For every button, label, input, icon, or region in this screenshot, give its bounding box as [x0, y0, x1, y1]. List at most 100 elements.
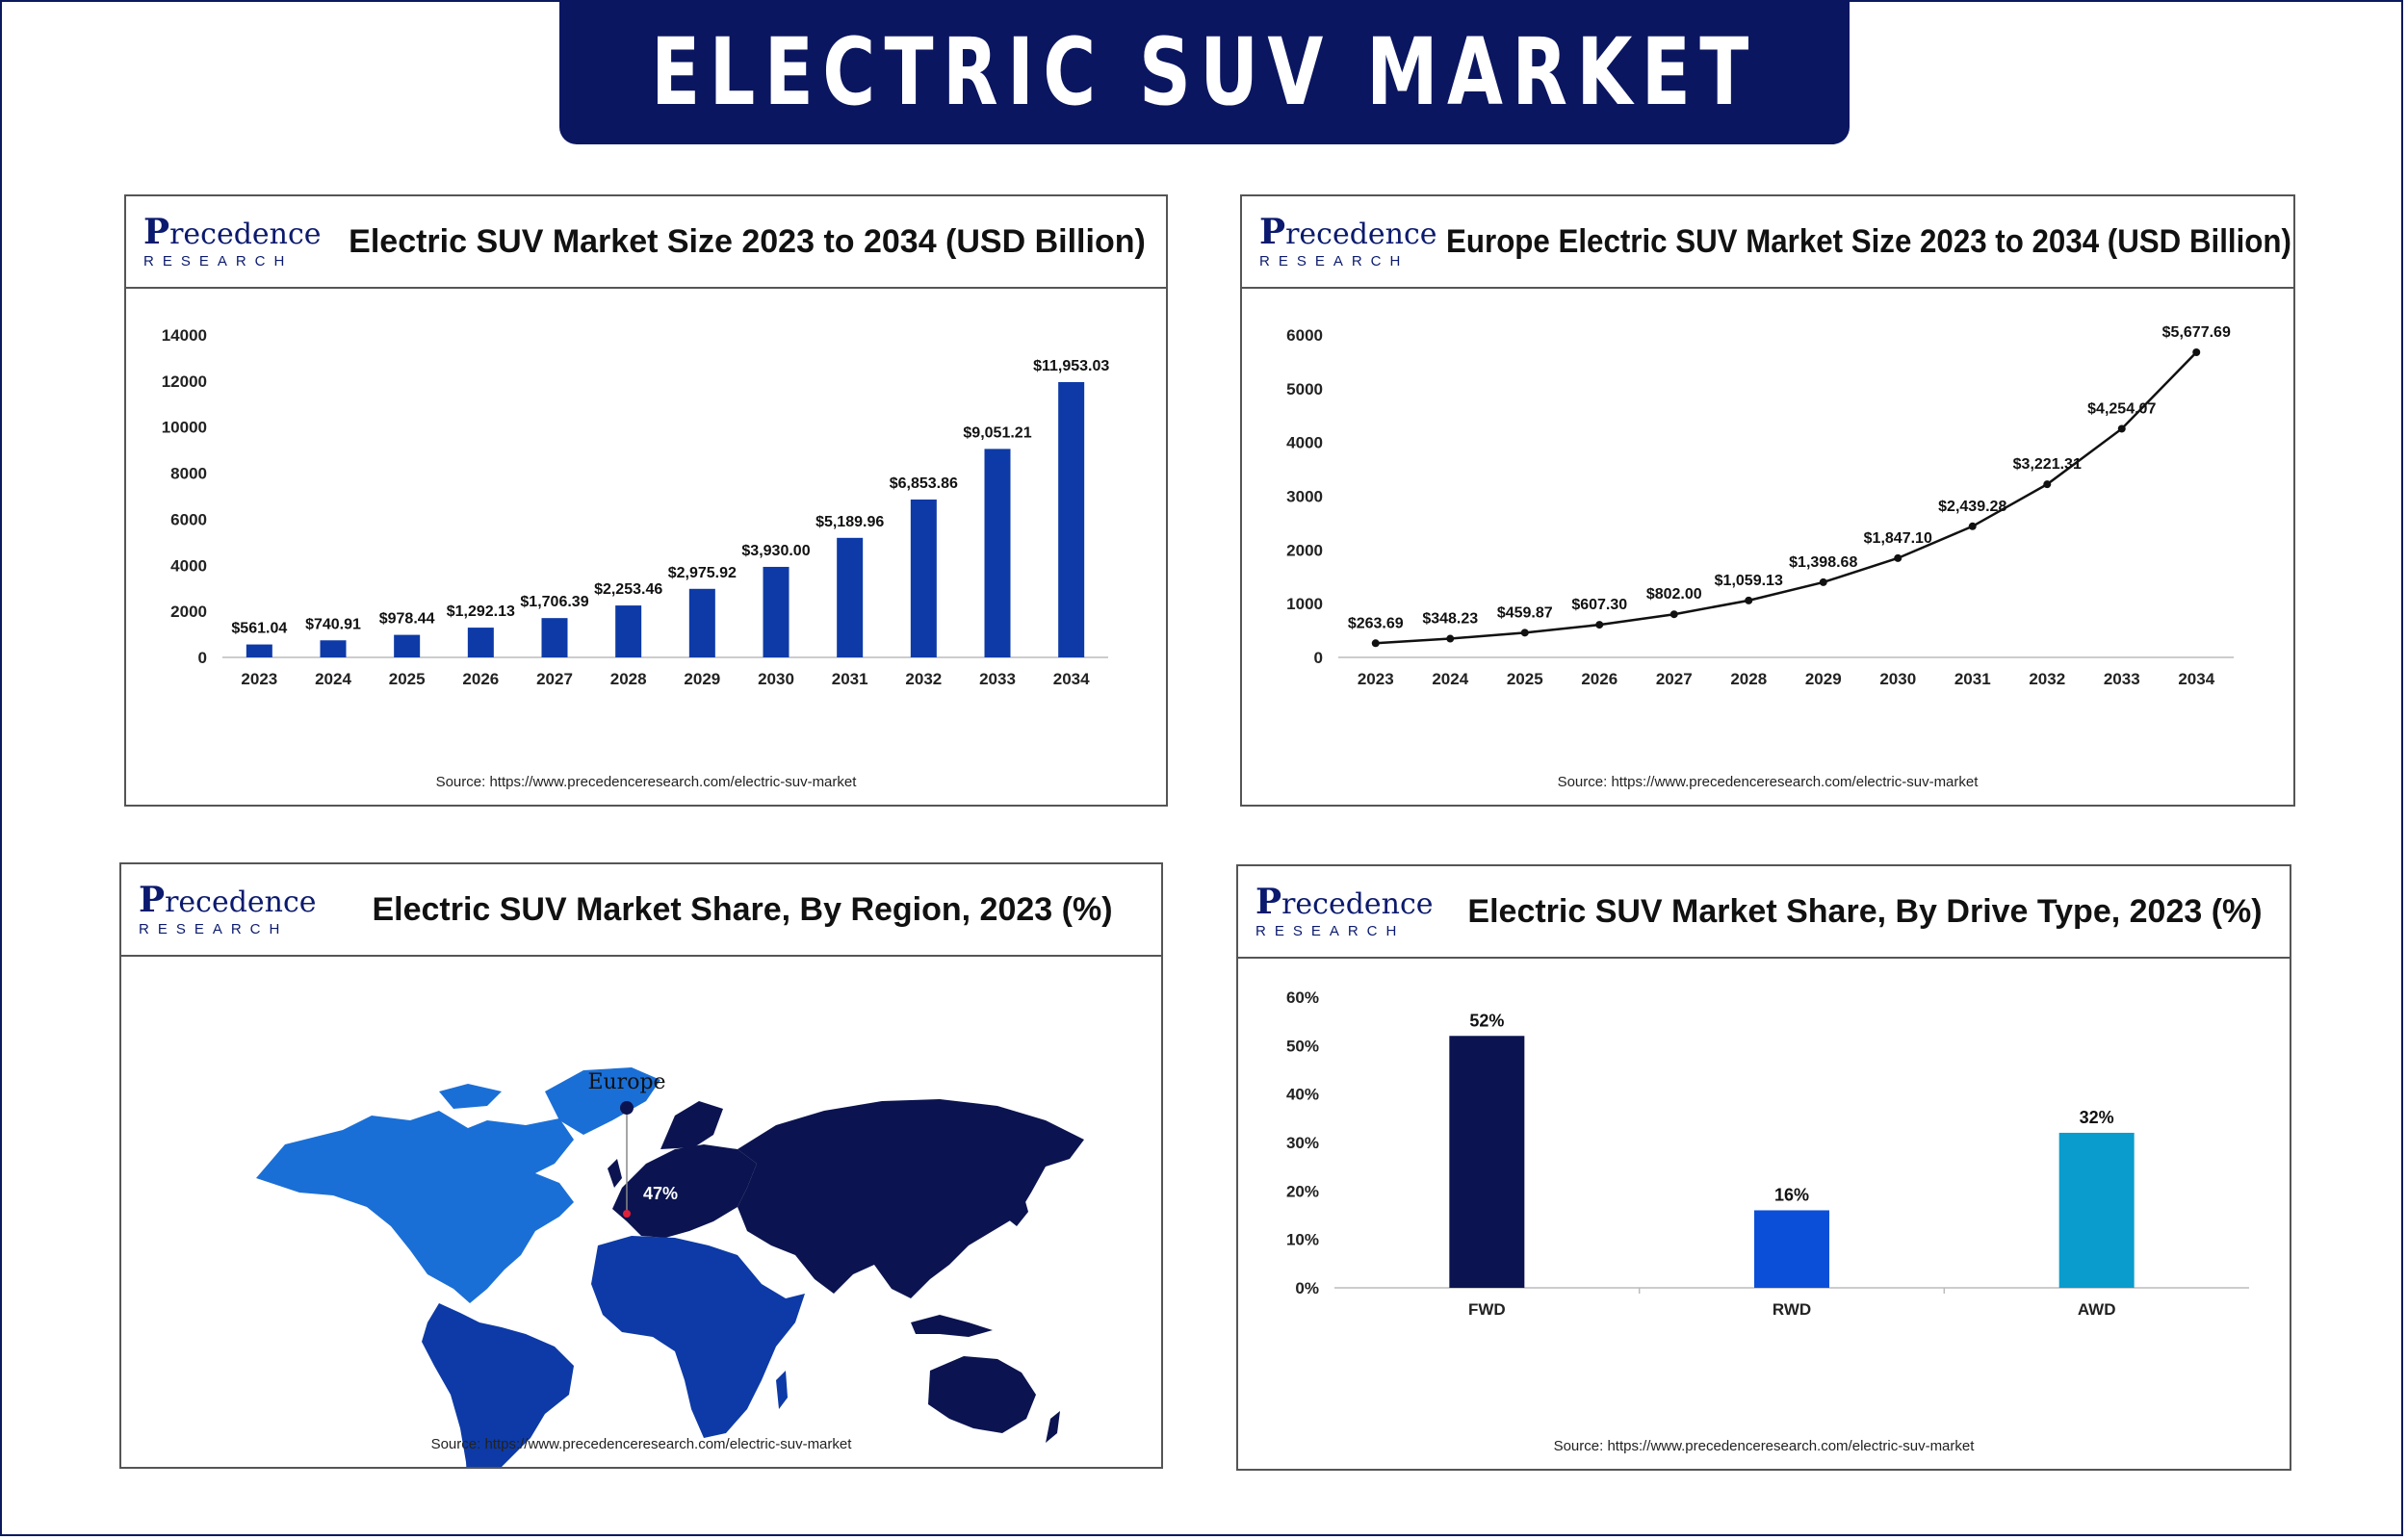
x-tick-label: 2026 — [1581, 670, 1618, 688]
bar — [984, 449, 1011, 657]
europe-market-size-panel: Precedence RESEARCH Europe Electric SUV … — [1240, 194, 2295, 807]
y-tick-label: 4000 — [170, 556, 207, 575]
bar — [837, 537, 864, 657]
x-tick-label: 2033 — [979, 670, 1016, 688]
asia-region — [738, 1099, 1084, 1298]
series-line — [1375, 351, 2198, 645]
market-size-panel: Precedence RESEARCH Electric SUV Market … — [124, 194, 1168, 807]
precedence-logo: Precedence RESEARCH — [1255, 882, 1434, 939]
x-tick-label: 2027 — [1656, 670, 1693, 688]
europe-pointer-dot — [620, 1101, 634, 1115]
main-title-banner: ELECTRIC SUV MARKET — [559, 0, 1850, 144]
y-tick-label: 0% — [1295, 1279, 1319, 1297]
bar — [320, 640, 347, 657]
data-point — [1520, 629, 1529, 637]
europe-location-dot — [623, 1210, 631, 1218]
data-label: $11,953.03 — [1033, 358, 1109, 374]
market-size-bar-chart: 0 2000 4000 6000 8000 10000 12000 14000 $561.04 2… — [162, 326, 1110, 688]
indonesia — [911, 1315, 993, 1337]
x-tick-label: RWD — [1773, 1300, 1811, 1319]
x-tick-label: 2030 — [758, 670, 794, 688]
bar — [615, 605, 642, 657]
y-tick-label: 10% — [1286, 1231, 1319, 1249]
data-point — [1819, 578, 1827, 586]
bar — [2058, 1132, 2135, 1288]
data-label: 16% — [1774, 1185, 1809, 1204]
source-note: Source: https://www.precedenceresearch.c… — [1553, 1438, 1975, 1454]
africa-region — [591, 1236, 805, 1438]
uk-ireland — [608, 1159, 622, 1188]
world-map: Europe 47% — [256, 1067, 1084, 1467]
bar — [1754, 1210, 1829, 1288]
data-label: $5,677.69 — [2162, 324, 2231, 341]
data-label: $2,439.28 — [1938, 499, 2006, 515]
data-label: 52% — [1469, 1011, 1504, 1030]
data-label: $607.30 — [1571, 597, 1627, 613]
data-point — [1371, 639, 1380, 648]
x-tick-label: 2033 — [2104, 670, 2140, 688]
data-label: 32% — [2080, 1108, 2114, 1127]
data-point — [1669, 610, 1678, 619]
precedence-logo: Precedence RESEARCH — [1259, 212, 1437, 270]
source-note: Source: https://www.precedenceresearch.c… — [435, 774, 857, 790]
x-tick-label: 2032 — [2029, 670, 2065, 688]
x-tick-label: 2027 — [536, 670, 573, 688]
europe-label: Europe — [587, 1070, 665, 1094]
data-label: $2,975.92 — [668, 565, 737, 581]
data-label: $4,254.07 — [2087, 400, 2156, 417]
panel-header: Precedence RESEARCH Europe Electric SUV … — [1242, 196, 2293, 289]
panel-header: Precedence RESEARCH Electric SUV Market … — [126, 196, 1166, 289]
y-tick-label: 40% — [1286, 1086, 1319, 1104]
x-tick-label: 2030 — [1879, 670, 1916, 688]
y-tick-label: 4000 — [1286, 434, 1323, 452]
data-label: $1,706.39 — [520, 594, 588, 610]
region-share-panel: Precedence RESEARCH Electric SUV Market … — [119, 862, 1163, 1469]
drive-type-share-panel: Precedence RESEARCH Electric SUV Market … — [1236, 864, 2291, 1471]
data-point — [2117, 424, 2126, 433]
x-tick-label: 2023 — [1358, 670, 1394, 688]
x-tick-label: 2025 — [389, 670, 426, 688]
data-label: $1,292.13 — [447, 603, 515, 620]
y-tick-label: 1000 — [1286, 595, 1323, 613]
main-title: ELECTRIC SUV MARKET — [651, 18, 1758, 126]
latin-america-region — [422, 1303, 574, 1467]
x-tick-label: 2025 — [1507, 670, 1543, 688]
data-label: $3,221.31 — [2013, 456, 2082, 473]
bar — [1449, 1036, 1525, 1288]
data-point — [1446, 634, 1455, 643]
europe-share-label: 47% — [643, 1184, 678, 1203]
x-tick-label: 2034 — [1053, 670, 1090, 688]
chart-title: Electric SUV Market Share, By Region, 20… — [372, 890, 1113, 928]
bar — [688, 588, 715, 657]
bar — [541, 618, 568, 657]
bar — [246, 644, 272, 657]
x-tick-label: 2032 — [905, 670, 942, 688]
data-label: $1,059.13 — [1715, 573, 1783, 589]
data-label: $348.23 — [1422, 611, 1478, 628]
precedence-logo: Precedence RESEARCH — [143, 212, 322, 270]
y-tick-label: 6000 — [1286, 326, 1323, 345]
europe-region — [612, 1144, 757, 1238]
bar — [467, 628, 494, 657]
data-label: $2,253.46 — [594, 581, 662, 598]
x-tick-label: 2024 — [1432, 670, 1468, 688]
x-tick-label: 2024 — [315, 670, 351, 688]
y-tick-label: 2000 — [170, 603, 207, 621]
panel-header: Precedence RESEARCH Electric SUV Market … — [1238, 866, 2290, 959]
data-point — [2192, 347, 2201, 356]
arctic-islands — [439, 1084, 502, 1109]
x-tick-label: 2028 — [610, 670, 647, 688]
data-point — [2043, 480, 2052, 489]
x-tick-label: AWD — [2078, 1300, 2116, 1319]
y-tick-label: 60% — [1286, 988, 1319, 1007]
data-label: $263.69 — [1348, 615, 1404, 631]
y-tick-label: 5000 — [1286, 380, 1323, 398]
y-tick-label: 0 — [198, 649, 207, 667]
europe-market-size-line-chart: 0 1000 2000 3000 4000 5000 6000 $263.69 2023 $348… — [1286, 324, 2234, 688]
y-tick-label: 0 — [1314, 649, 1323, 667]
bar — [910, 499, 937, 657]
x-tick-label: 2031 — [832, 670, 868, 688]
x-tick-label: 2034 — [2178, 670, 2214, 688]
panel-header: Precedence RESEARCH Electric SUV Market … — [121, 864, 1161, 957]
japan — [1007, 1188, 1028, 1226]
